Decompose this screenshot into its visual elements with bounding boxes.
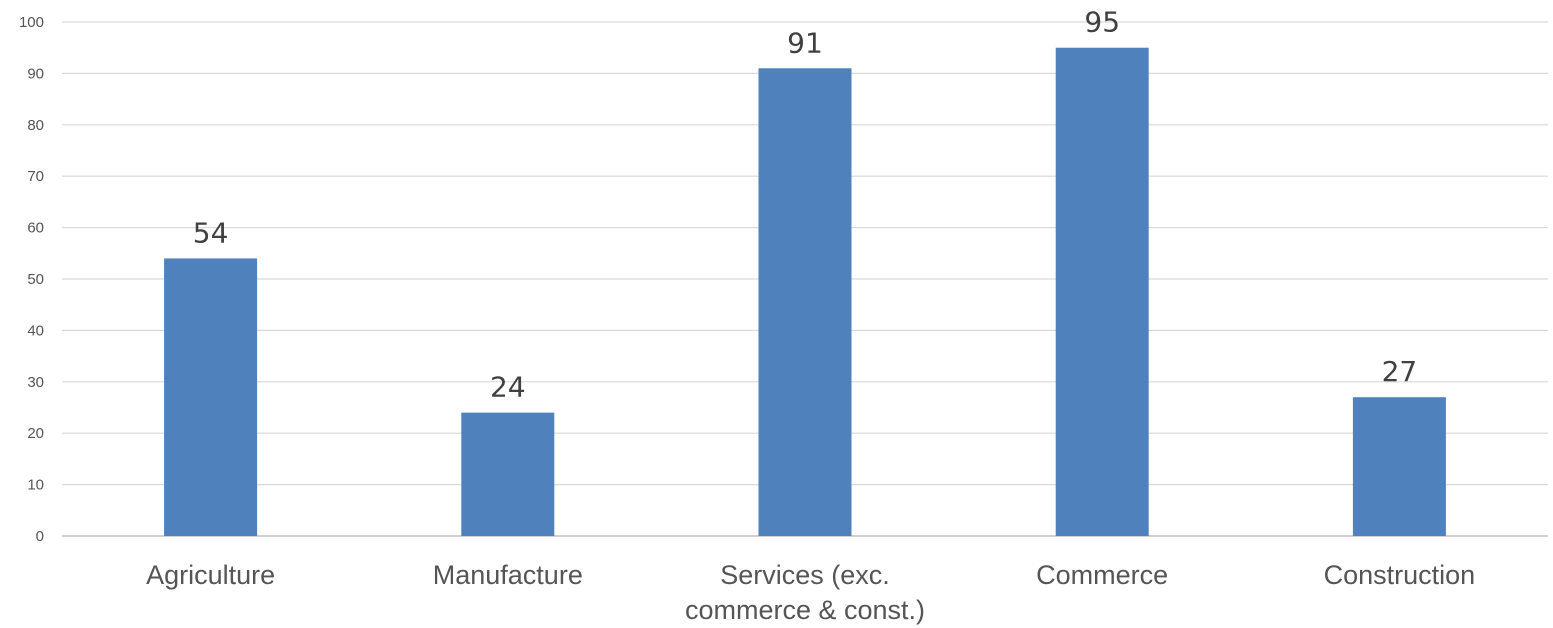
- bar: [461, 412, 555, 536]
- data-label: 54: [193, 216, 229, 249]
- bar: [1352, 397, 1446, 536]
- x-tick-label: Agriculture: [146, 560, 275, 590]
- y-tick-label: 80: [27, 117, 44, 134]
- y-tick-label: 70: [27, 168, 44, 185]
- y-tick-label: 40: [27, 322, 44, 339]
- y-tick-label: 10: [27, 477, 44, 494]
- x-axis-categories: Agriculture Manufacture Services (exc. comm…: [146, 560, 1475, 625]
- x-tick-label: Services (exc.: [720, 560, 890, 590]
- data-label: 24: [490, 371, 526, 404]
- data-label: 91: [787, 26, 823, 59]
- bar: [1055, 47, 1149, 536]
- x-tick-label: Construction: [1324, 560, 1476, 590]
- y-tick-label: 0: [36, 528, 44, 545]
- bars: [164, 47, 1446, 536]
- bar: [758, 68, 852, 536]
- y-tick-label: 50: [27, 271, 44, 288]
- y-axis-ticks: 0 10 20 30 40 50 60 70 80 90 100: [19, 14, 44, 545]
- y-tick-label: 30: [27, 374, 44, 391]
- y-tick-label: 20: [27, 425, 44, 442]
- x-tick-label: Manufacture: [433, 560, 583, 590]
- data-labels: 54 24 91 95 27: [193, 6, 1417, 404]
- data-label: 95: [1084, 6, 1120, 39]
- x-tick-label: commerce & const.): [685, 595, 925, 625]
- y-tick-label: 100: [19, 14, 44, 31]
- y-tick-label: 90: [27, 65, 44, 82]
- y-tick-label: 60: [27, 220, 44, 237]
- x-tick-label: Commerce: [1036, 560, 1168, 590]
- bar: [164, 258, 258, 536]
- data-label: 27: [1382, 355, 1418, 388]
